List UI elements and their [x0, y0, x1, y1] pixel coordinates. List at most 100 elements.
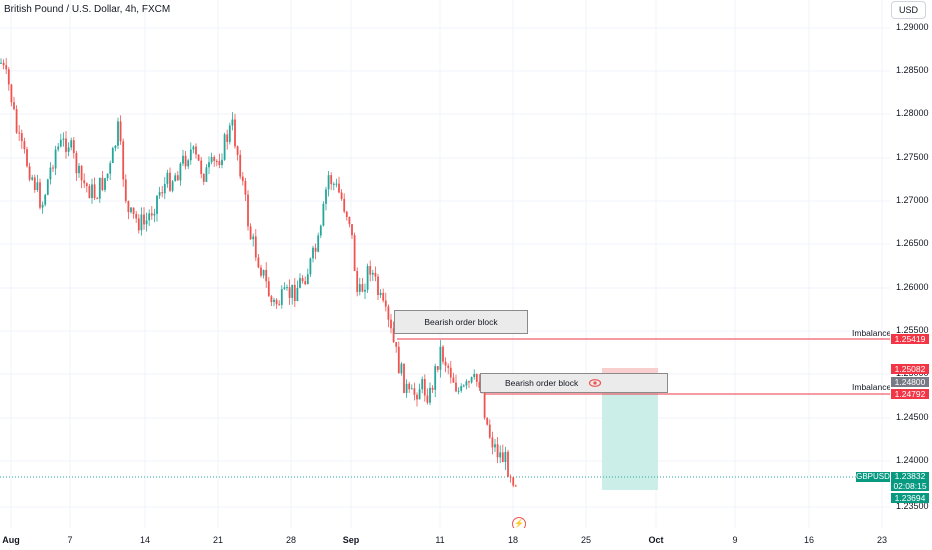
price-tick: 1.23500 [896, 501, 929, 511]
candle-body [104, 178, 106, 190]
price-tick: 1.27500 [896, 152, 929, 162]
eye-icon[interactable] [588, 375, 601, 393]
candle-body [280, 289, 283, 305]
candle-body [28, 166, 31, 180]
candle-body [135, 213, 138, 219]
candle-body [15, 109, 18, 133]
candle-body [335, 183, 338, 185]
candle-body [260, 267, 262, 276]
time-tick: 14 [139, 535, 151, 545]
candle-body [507, 451, 509, 477]
candle-body [288, 287, 291, 298]
candle-body [13, 102, 15, 110]
candle-body [514, 485, 517, 487]
candle-body [257, 257, 260, 268]
candle-body [366, 266, 369, 290]
price-axis[interactable]: USD 1.29000 1.28500 1.28000 1.27500 1.27000 1… [890, 0, 932, 550]
candle-body [247, 194, 249, 227]
candle-body [408, 383, 411, 390]
candle-body [475, 373, 478, 382]
candle-body [299, 278, 301, 288]
candle-body [44, 194, 47, 205]
candle-body [353, 235, 356, 271]
badge-last-price: 1.23832 02:08:15 [891, 471, 929, 491]
candle-body [52, 167, 54, 169]
candle-body [338, 183, 340, 193]
candle-body [239, 154, 242, 177]
candle-body [215, 160, 218, 162]
candle-body [330, 175, 333, 185]
candle-body [49, 167, 52, 180]
candle-body [231, 119, 234, 126]
candle-body [62, 138, 65, 140]
candle-body [161, 192, 164, 194]
imbalance-label-lower: Imbalance [852, 382, 892, 392]
candle-body [496, 444, 499, 458]
time-tick: 25 [580, 535, 592, 545]
candle-body [442, 346, 444, 362]
candle-body [340, 192, 343, 199]
candle-body [278, 304, 281, 306]
candle-body [31, 177, 34, 180]
candle-body [93, 184, 96, 199]
candle-body [67, 147, 70, 152]
bearish-order-block-2[interactable]: Bearish order block [480, 373, 668, 393]
candle-body [309, 258, 312, 275]
candle-body [286, 287, 288, 289]
candle-body [413, 388, 416, 395]
candle-body [182, 155, 184, 164]
candle-body [356, 270, 359, 292]
candle-body [10, 84, 13, 103]
candle-body [426, 395, 429, 403]
candle-body [283, 287, 286, 290]
candle-body [109, 163, 112, 174]
candle-body [483, 392, 486, 418]
candle-body [436, 366, 439, 370]
candle-body [78, 165, 80, 174]
candle-body [192, 146, 195, 150]
candle-body [91, 184, 93, 199]
candle-body [296, 287, 299, 302]
candle-body [390, 319, 392, 329]
candle-body [75, 153, 78, 174]
candle-body [26, 149, 28, 167]
candle-body [241, 176, 244, 181]
candle-body [145, 220, 148, 225]
candle-body [117, 121, 119, 146]
candle-body [127, 201, 130, 213]
candle-body [486, 417, 489, 425]
candle-body [374, 272, 377, 277]
candle-body [325, 189, 327, 204]
time-tick: 9 [732, 535, 738, 545]
candle-body [143, 214, 145, 225]
take-profit-zone [602, 393, 658, 490]
candle-body [327, 175, 330, 190]
candle-body [304, 281, 307, 285]
candle-body [130, 207, 132, 213]
time-axis[interactable]: Aug 7 14 21 28 Sep 11 18 25 Oct 9 16 23 [0, 528, 890, 550]
candle-body [5, 65, 8, 70]
chart-area[interactable]: British Pound / U.S. Dollar, 4h, FXCM Be… [0, 0, 892, 531]
candle-body [501, 452, 504, 463]
candle-body [223, 134, 226, 160]
candle-body [202, 173, 205, 182]
candle-body [460, 386, 463, 391]
candle-body [387, 306, 390, 320]
candle-body [236, 146, 239, 155]
candle-body [468, 381, 470, 383]
candle-body [312, 247, 314, 259]
candle-body [462, 385, 465, 387]
candle-body [403, 363, 405, 393]
candle-body [273, 299, 275, 303]
price-tick: 1.28000 [896, 108, 929, 118]
candle-body [41, 204, 44, 208]
badge-grey-level: 1.24800 [891, 377, 929, 387]
candle-body [140, 214, 143, 231]
time-tick: 28 [285, 535, 297, 545]
price-tick: 1.24500 [896, 412, 929, 422]
candle-body [158, 192, 161, 196]
candle-body [447, 365, 450, 368]
bearish-order-block-1[interactable]: Bearish order block [394, 310, 528, 334]
currency-button[interactable]: USD [890, 1, 926, 19]
candlestick-chart[interactable] [0, 0, 890, 528]
